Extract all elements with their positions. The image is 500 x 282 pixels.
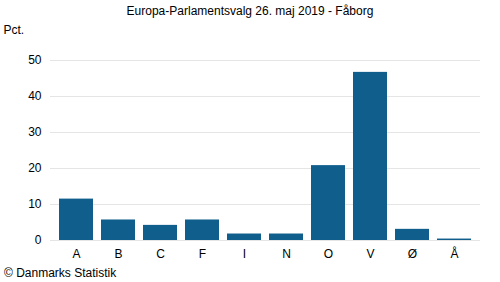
svg-text:40: 40 [28,89,42,103]
svg-text:0: 0 [35,233,42,247]
svg-text:A: A [72,247,80,261]
svg-text:I: I [243,247,246,261]
html-text:Europa-Parlamentsvalg 26. maj: Europa-Parlamentsvalg 26. maj 2019 - Fåb… [126,4,374,18]
svg-text:O: O [324,247,333,261]
svg-text:50: 50 [28,53,42,67]
html-text:© Danmarks Statistik: © Danmarks Statistik [4,266,117,280]
svg-text:20: 20 [28,161,42,175]
svg-text:Ø: Ø [408,247,417,261]
svg-text:30: 30 [28,125,42,139]
svg-text:N: N [282,247,291,261]
svg-text:B: B [114,247,122,261]
svg-text:Å: Å [450,246,458,261]
svg-text:Pct.: Pct. [4,23,25,37]
svg-text:10: 10 [28,197,42,211]
svg-text:V: V [366,247,374,261]
svg-text:C: C [156,247,165,261]
svg-text:F: F [199,247,206,261]
